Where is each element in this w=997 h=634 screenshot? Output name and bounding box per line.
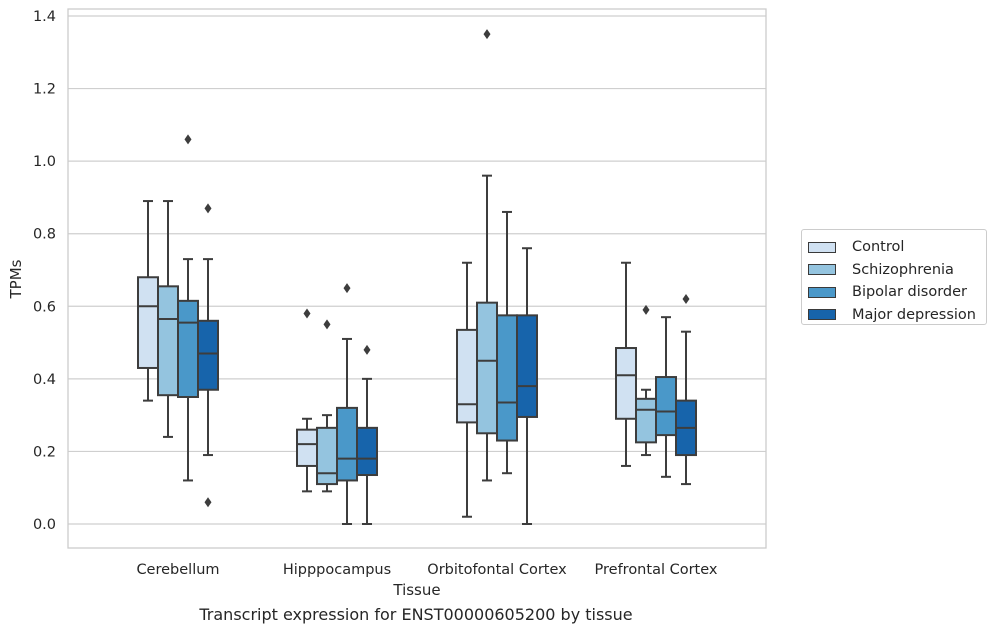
box-0-2 — [177, 134, 199, 482]
legend-item-major-depression: Major depression — [808, 304, 986, 327]
y-tick-label: 0.0 — [33, 517, 56, 533]
box-3-1 — [635, 304, 657, 457]
box-3-0 — [615, 261, 637, 467]
legend: Control Schizophrenia Bipolar disorder M… — [801, 229, 987, 325]
box-3-2 — [655, 316, 677, 478]
outlier-point — [363, 344, 371, 355]
x-axis-label: Tissue — [392, 581, 440, 599]
outlier-point — [323, 319, 331, 330]
box-iqr — [157, 285, 179, 397]
box-iqr — [496, 314, 518, 442]
x-tick-label: Cerebellum — [136, 562, 219, 578]
legend-label-major-depression: Major depression — [852, 306, 976, 323]
y-tick-label: 1.2 — [33, 82, 56, 98]
legend-swatch-schizophrenia — [808, 264, 836, 276]
box-1-1 — [316, 319, 338, 493]
box-iqr — [137, 276, 159, 369]
box-iqr — [476, 301, 498, 435]
box-iqr — [516, 314, 538, 418]
legend-swatch-control — [808, 241, 836, 253]
box-2-1 — [476, 29, 498, 482]
box-1-3 — [356, 344, 378, 525]
y-tick-label: 0.6 — [33, 299, 56, 315]
y-tick-label: 0.2 — [33, 444, 56, 460]
outlier-point — [642, 304, 650, 315]
outlier-point — [204, 203, 212, 214]
y-tick-label: 0.8 — [33, 227, 56, 243]
grid-lines — [68, 15, 766, 525]
box-2-3 — [516, 247, 538, 525]
box-iqr — [655, 376, 677, 437]
y-tick-label: 1.4 — [33, 9, 56, 25]
legend-label-control: Control — [852, 239, 905, 256]
legend-swatch-major-depression — [808, 309, 836, 321]
legend-item-bipolar-disorder: Bipolar disorder — [808, 281, 986, 304]
outlier-point — [204, 497, 212, 508]
box-iqr — [356, 426, 378, 477]
box-iqr — [615, 347, 637, 420]
y-tick-label: 0.4 — [33, 372, 56, 388]
box-iqr — [336, 406, 358, 482]
box-1-0 — [296, 308, 318, 493]
axis-labels: TPMs Tissue — [7, 259, 441, 599]
box-3-3 — [675, 294, 697, 486]
y-tick-label: 1.0 — [33, 154, 56, 170]
outlier-point — [682, 294, 690, 305]
box-iqr — [316, 426, 338, 486]
box-iqr — [296, 428, 318, 467]
axes: 0.0 0.2 0.4 0.6 0.8 1.0 1.2 1.4 Cerebellum Hipppo… — [33, 8, 767, 578]
box-iqr — [635, 397, 657, 444]
box-1-2 — [336, 283, 358, 525]
plot-frame — [67, 8, 767, 549]
outlier-point — [184, 134, 192, 145]
x-tick-label: Prefrontal Cortex — [595, 562, 718, 578]
legend-swatch-bipolar-disorder — [808, 286, 836, 298]
box-iqr — [177, 299, 199, 399]
box-0-3 — [197, 203, 219, 508]
box-iqr — [456, 328, 478, 424]
legend-label-schizophrenia: Schizophrenia — [852, 261, 954, 278]
box-iqr — [197, 319, 219, 391]
x-tick-label: Hipppocampus — [283, 562, 391, 578]
chart-caption: Transcript expression for ENST0000060520… — [199, 605, 633, 624]
outlier-point — [303, 308, 311, 319]
outlier-point — [483, 29, 491, 40]
box-0-0 — [137, 200, 159, 402]
box-2-2 — [496, 210, 518, 475]
legend-item-schizophrenia: Schizophrenia — [808, 259, 986, 282]
y-axis-label: TPMs — [7, 259, 25, 299]
outlier-point — [343, 283, 351, 294]
x-tick-label: Orbitofontal Cortex — [427, 562, 567, 578]
legend-label-bipolar-disorder: Bipolar disorder — [852, 284, 967, 301]
box-plot-marks — [137, 29, 697, 525]
box-2-0 — [456, 261, 478, 518]
box-0-1 — [157, 200, 179, 438]
legend-item-control: Control — [808, 236, 986, 259]
